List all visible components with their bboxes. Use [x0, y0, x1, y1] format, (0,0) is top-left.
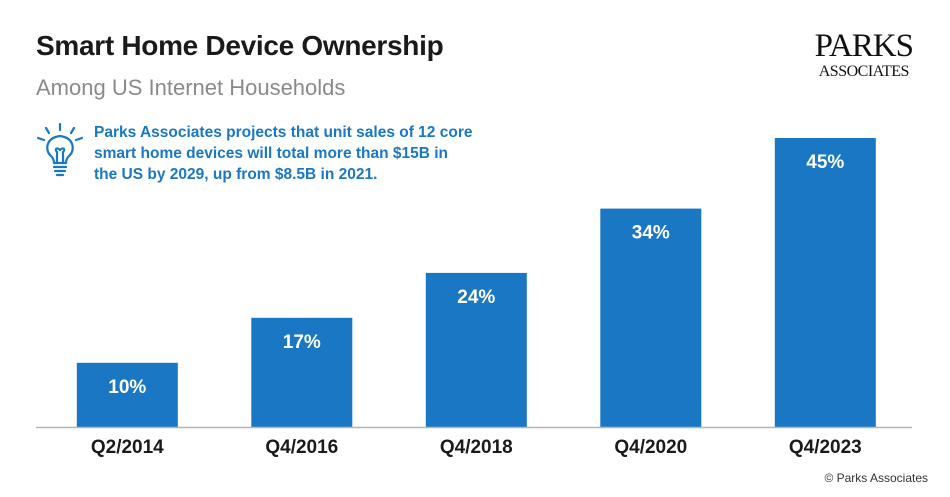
- data-label: 34%: [632, 223, 670, 244]
- x-tick-label: Q4/2018: [440, 437, 513, 458]
- x-tick-label: Q4/2020: [614, 437, 687, 458]
- logo-line-2: ASSOCIATES: [818, 63, 910, 80]
- x-tick-label: Q2/2014: [91, 437, 164, 458]
- chart-subtitle: Among US Internet Households: [36, 75, 346, 100]
- insight-callout: Parks Associates projects that unit sale…: [36, 122, 474, 185]
- chart-title: Smart Home Device Ownership: [36, 30, 444, 61]
- insight-text: Parks Associates projects that unit sale…: [94, 124, 473, 183]
- logo-line-1: PARKS: [814, 28, 914, 64]
- x-tick-label: Q4/2023: [789, 437, 862, 458]
- bar-Q4/2018: [425, 272, 527, 427]
- data-label: 45%: [806, 152, 844, 173]
- data-label: 17%: [283, 332, 321, 353]
- data-label: 24%: [457, 287, 495, 308]
- copyright-text: © Parks Associates: [824, 471, 928, 485]
- lightbulb-icon: [36, 122, 84, 177]
- bar-Q4/2016: [251, 317, 353, 427]
- bar-Q4/2020: [600, 208, 702, 427]
- x-tick-label: Q4/2016: [265, 437, 338, 458]
- data-label: 10%: [108, 377, 146, 398]
- bar-Q2/2014: [76, 362, 178, 427]
- parks-associates-logo: PARKS ASSOCIATES: [814, 28, 914, 80]
- bar-Q4/2023: [774, 138, 876, 427]
